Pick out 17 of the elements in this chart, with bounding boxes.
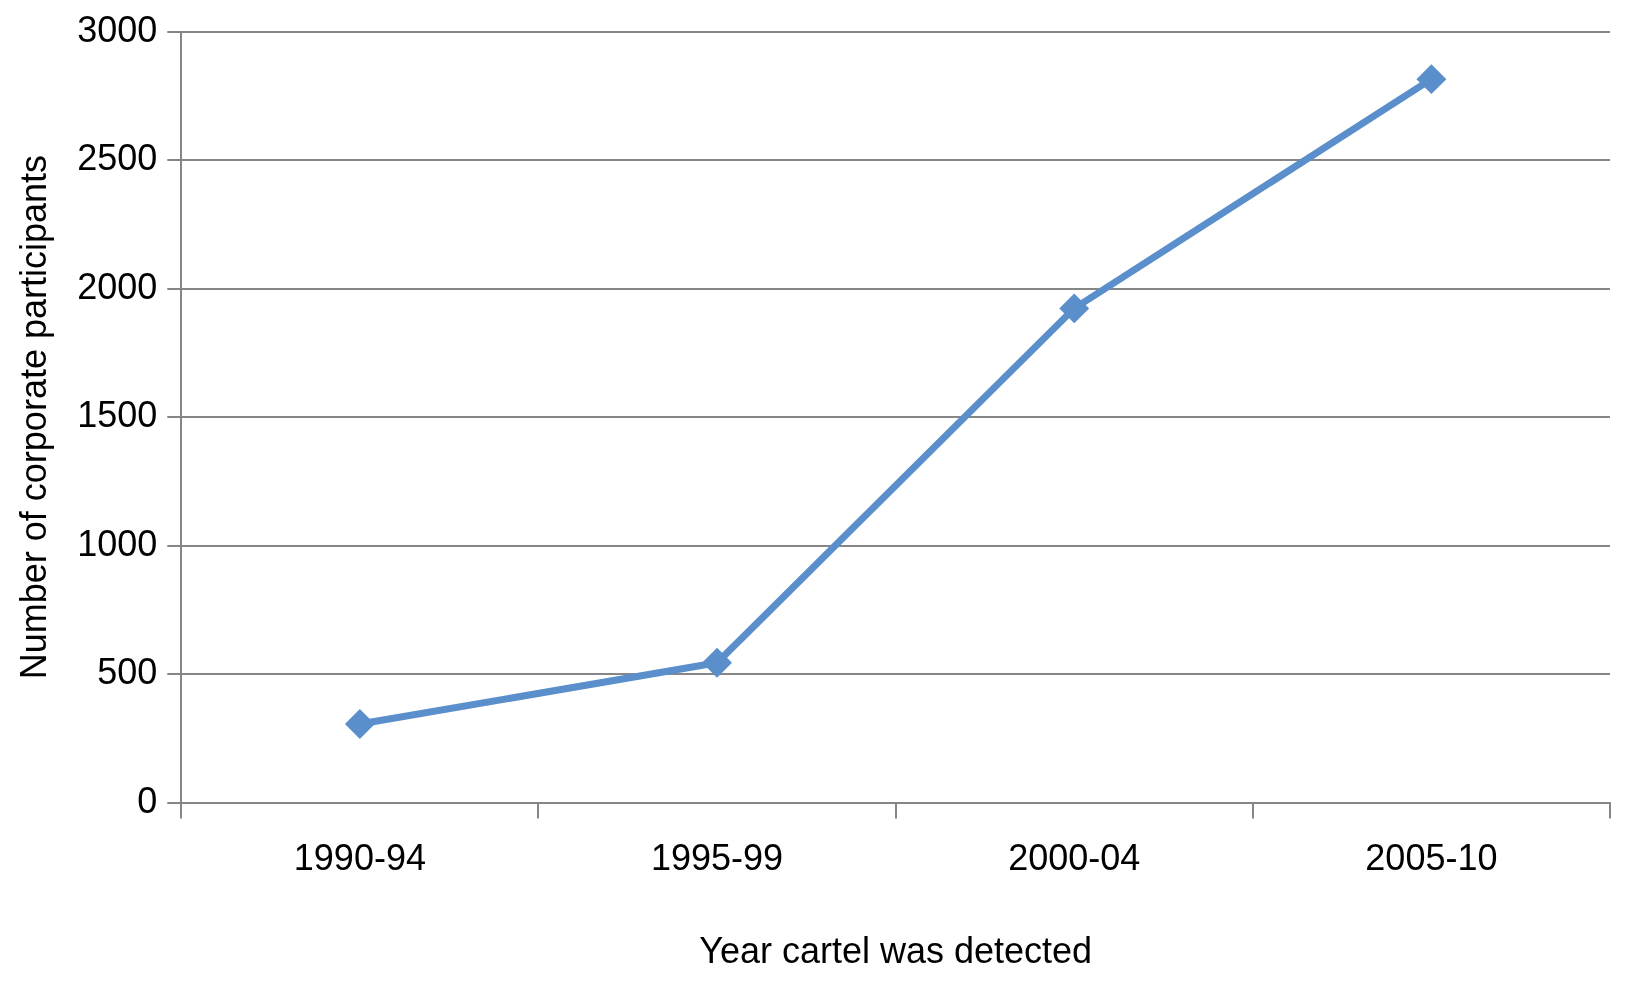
y-tick-label: 500: [97, 651, 158, 693]
point: [346, 710, 374, 738]
point: [703, 649, 731, 677]
x-tick-label: 1990-94: [293, 837, 426, 879]
y-tick-label: 3000: [77, 8, 158, 50]
y-tick-label: 1000: [77, 522, 158, 564]
y-tick-label: 2500: [77, 137, 158, 179]
x-tick-label: 2005-10: [1365, 837, 1498, 879]
x-axis-title: Year cartel was detected: [699, 930, 1093, 972]
point: [1417, 65, 1445, 93]
point: [1060, 294, 1088, 322]
x-tick-label: 1995-99: [650, 837, 784, 879]
y-tick-label: 1500: [77, 394, 158, 436]
x-tick-label: 2000-04: [1008, 837, 1141, 879]
y-tick-label: 0: [137, 779, 158, 821]
y-axis-title: Number of corporate participants: [12, 154, 54, 680]
y-tick-label: 2000: [77, 265, 158, 307]
